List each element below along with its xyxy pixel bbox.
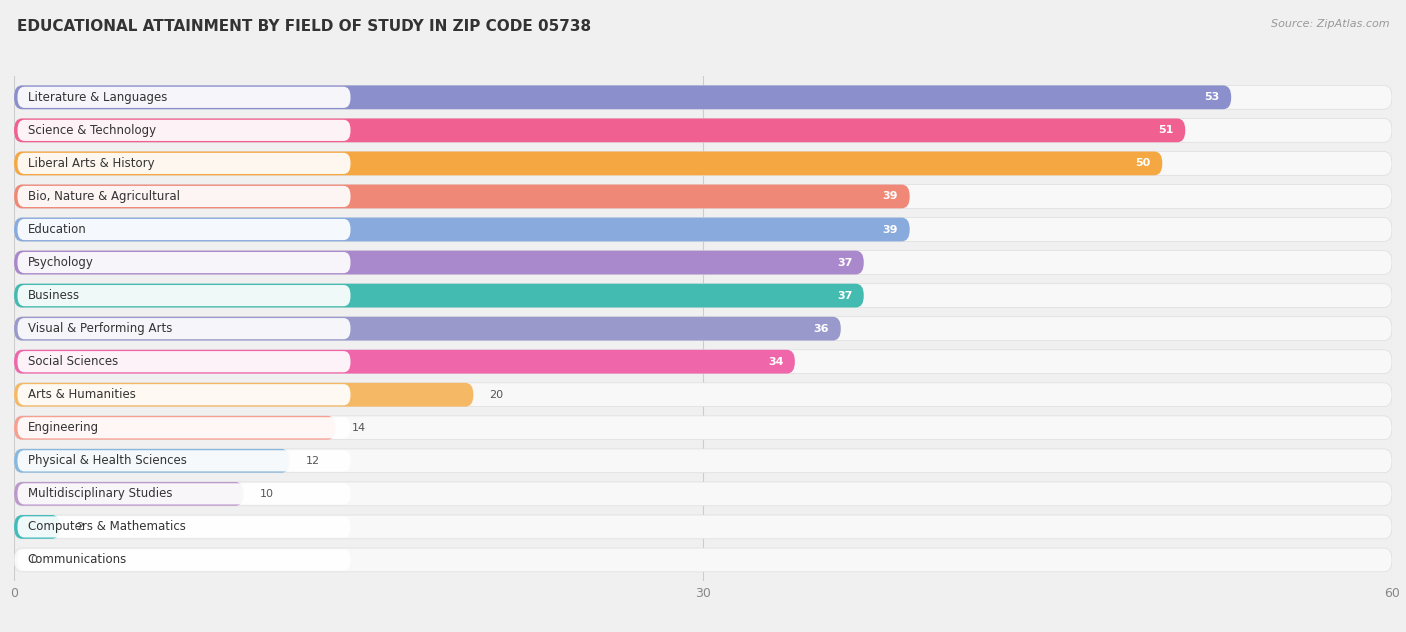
Text: 34: 34: [768, 356, 783, 367]
Text: Business: Business: [28, 289, 80, 302]
FancyBboxPatch shape: [17, 153, 350, 174]
FancyBboxPatch shape: [14, 349, 794, 374]
FancyBboxPatch shape: [14, 217, 1392, 241]
Text: 50: 50: [1136, 159, 1152, 168]
FancyBboxPatch shape: [14, 515, 1392, 539]
FancyBboxPatch shape: [14, 251, 863, 274]
FancyBboxPatch shape: [14, 349, 1392, 374]
FancyBboxPatch shape: [17, 87, 350, 108]
FancyBboxPatch shape: [14, 416, 1392, 440]
Text: Physical & Health Sciences: Physical & Health Sciences: [28, 454, 187, 467]
Text: 10: 10: [260, 489, 274, 499]
FancyBboxPatch shape: [14, 284, 863, 308]
Text: Psychology: Psychology: [28, 256, 94, 269]
FancyBboxPatch shape: [14, 118, 1392, 142]
Text: Source: ZipAtlas.com: Source: ZipAtlas.com: [1271, 19, 1389, 29]
FancyBboxPatch shape: [14, 383, 1392, 406]
Text: 2: 2: [76, 522, 83, 532]
FancyBboxPatch shape: [17, 318, 350, 339]
FancyBboxPatch shape: [17, 186, 350, 207]
FancyBboxPatch shape: [17, 549, 350, 571]
FancyBboxPatch shape: [14, 152, 1392, 175]
Text: 39: 39: [883, 191, 898, 202]
FancyBboxPatch shape: [14, 515, 60, 539]
Text: 14: 14: [352, 423, 366, 433]
FancyBboxPatch shape: [17, 120, 350, 141]
Text: Social Sciences: Social Sciences: [28, 355, 118, 368]
Text: Visual & Performing Arts: Visual & Performing Arts: [28, 322, 172, 335]
FancyBboxPatch shape: [14, 482, 243, 506]
Text: Science & Technology: Science & Technology: [28, 124, 156, 137]
FancyBboxPatch shape: [17, 483, 350, 504]
FancyBboxPatch shape: [14, 152, 1163, 175]
FancyBboxPatch shape: [14, 449, 1392, 473]
FancyBboxPatch shape: [17, 351, 350, 372]
FancyBboxPatch shape: [14, 548, 1392, 572]
Text: 0: 0: [30, 555, 37, 565]
FancyBboxPatch shape: [17, 252, 350, 273]
FancyBboxPatch shape: [17, 417, 350, 439]
Text: 20: 20: [489, 390, 503, 399]
FancyBboxPatch shape: [14, 317, 841, 341]
Text: 39: 39: [883, 224, 898, 234]
Text: Liberal Arts & History: Liberal Arts & History: [28, 157, 155, 170]
Text: Communications: Communications: [28, 554, 127, 566]
Text: EDUCATIONAL ATTAINMENT BY FIELD OF STUDY IN ZIP CODE 05738: EDUCATIONAL ATTAINMENT BY FIELD OF STUDY…: [17, 19, 591, 34]
Text: 12: 12: [305, 456, 319, 466]
Text: Arts & Humanities: Arts & Humanities: [28, 388, 136, 401]
Text: Computers & Mathematics: Computers & Mathematics: [28, 520, 186, 533]
FancyBboxPatch shape: [14, 85, 1232, 109]
FancyBboxPatch shape: [14, 383, 474, 406]
FancyBboxPatch shape: [14, 185, 910, 209]
Text: 36: 36: [814, 324, 830, 334]
FancyBboxPatch shape: [14, 118, 1185, 142]
Text: Multidisciplinary Studies: Multidisciplinary Studies: [28, 487, 173, 501]
Text: Engineering: Engineering: [28, 422, 98, 434]
FancyBboxPatch shape: [17, 219, 350, 240]
FancyBboxPatch shape: [14, 449, 290, 473]
FancyBboxPatch shape: [17, 384, 350, 405]
FancyBboxPatch shape: [14, 416, 336, 440]
FancyBboxPatch shape: [14, 317, 1392, 341]
Text: Bio, Nature & Agricultural: Bio, Nature & Agricultural: [28, 190, 180, 203]
FancyBboxPatch shape: [14, 251, 1392, 274]
Text: Education: Education: [28, 223, 87, 236]
Text: 51: 51: [1159, 125, 1174, 135]
FancyBboxPatch shape: [17, 450, 350, 471]
FancyBboxPatch shape: [14, 217, 910, 241]
Text: 37: 37: [837, 258, 852, 267]
FancyBboxPatch shape: [14, 284, 1392, 308]
FancyBboxPatch shape: [17, 516, 350, 537]
FancyBboxPatch shape: [14, 482, 1392, 506]
Text: 53: 53: [1205, 92, 1220, 102]
FancyBboxPatch shape: [14, 85, 1392, 109]
FancyBboxPatch shape: [17, 285, 350, 306]
Text: Literature & Languages: Literature & Languages: [28, 91, 167, 104]
Text: 37: 37: [837, 291, 852, 301]
FancyBboxPatch shape: [14, 185, 1392, 209]
